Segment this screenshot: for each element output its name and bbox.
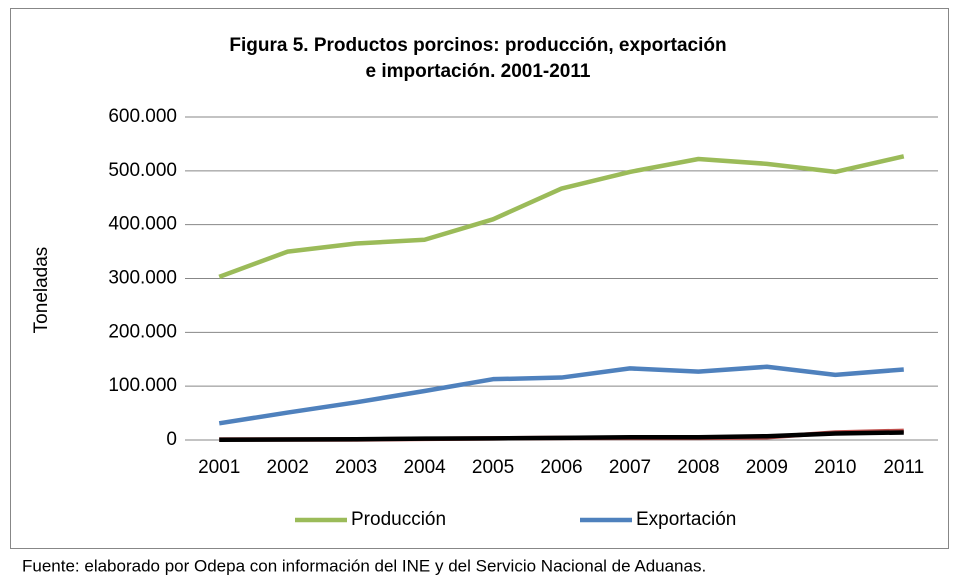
y-axis-label: Toneladas <box>31 247 52 334</box>
chart-title: e importación. 2001-2011 <box>366 61 591 82</box>
y-tick-label: 200.000 <box>108 321 177 342</box>
x-tick-label: 2005 <box>472 457 514 478</box>
y-tick-label: 300.000 <box>108 268 177 289</box>
chart-title: Figura 5. Productos porcinos: producción… <box>229 35 726 56</box>
x-tick-label: 2008 <box>677 457 719 478</box>
source-note: Fuente: elaborado por Odepa con informac… <box>22 556 706 575</box>
series-line <box>219 430 904 442</box>
series-line <box>218 364 904 426</box>
x-tick-label: 2003 <box>335 457 377 478</box>
y-tick-label: 500.000 <box>108 160 177 181</box>
legend-label: Producción <box>351 509 446 530</box>
x-tick-label: 2002 <box>267 457 309 478</box>
x-tick-label: 2004 <box>403 457 446 478</box>
y-tick-label: 0 <box>166 429 177 450</box>
x-tick-label: 2009 <box>746 457 788 478</box>
y-tick-label: 400.000 <box>108 214 177 235</box>
x-tick-label: 2011 <box>883 457 924 478</box>
legend-label: Exportación <box>636 509 736 530</box>
x-tick-label: 2007 <box>609 457 651 478</box>
x-tick-label: 2006 <box>540 457 582 478</box>
y-tick-label: 600.000 <box>108 106 177 127</box>
x-tick-label: 2010 <box>814 457 856 478</box>
series-line <box>218 154 905 279</box>
x-tick-label: 2001 <box>198 457 240 478</box>
y-tick-label: 100.000 <box>108 375 177 396</box>
